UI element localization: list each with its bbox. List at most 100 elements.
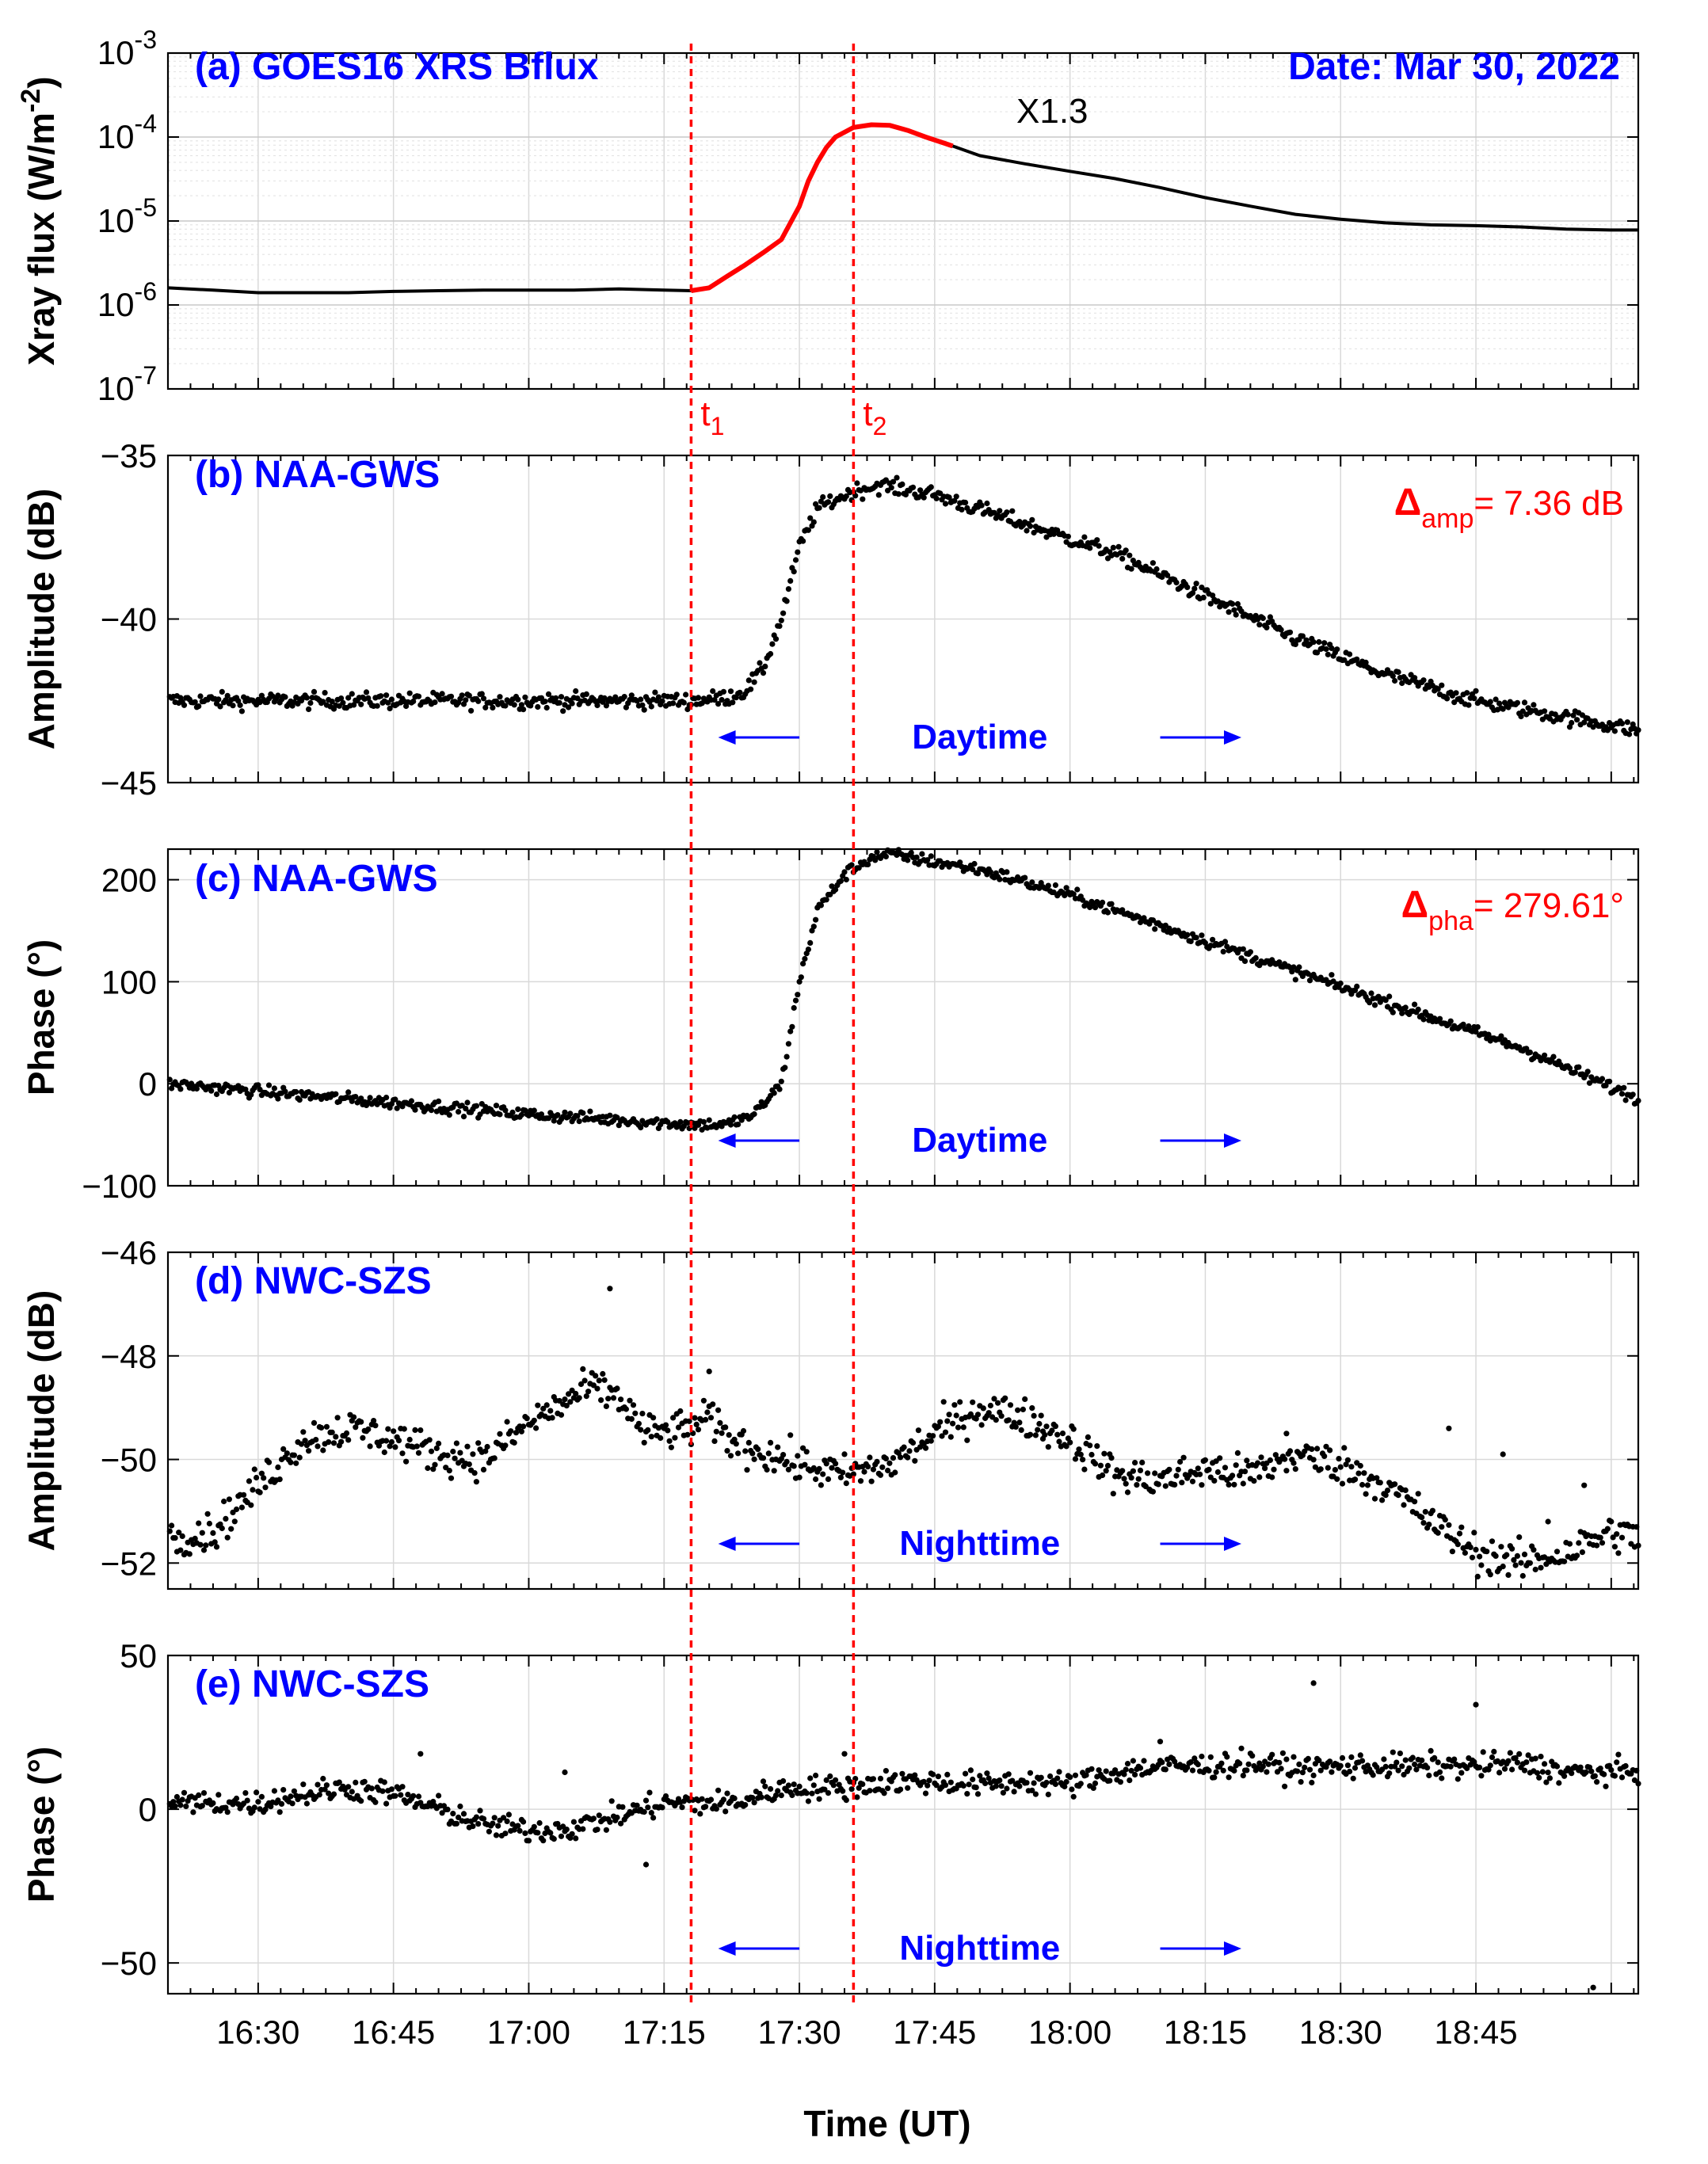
- x-ticks-d: [167, 1252, 1635, 1589]
- data-point: [1597, 1534, 1603, 1541]
- data-point: [1184, 584, 1191, 591]
- data-point: [1244, 1457, 1250, 1464]
- data-point: [960, 1782, 966, 1789]
- data-point: [244, 1797, 250, 1804]
- data-point: [1005, 1417, 1012, 1423]
- data-point: [1574, 1553, 1580, 1559]
- data-point: [1469, 1554, 1476, 1560]
- data-point: [282, 1088, 288, 1095]
- data-point: [343, 1430, 350, 1436]
- data-point: [303, 695, 310, 701]
- data-point: [406, 1436, 413, 1443]
- data-point: [998, 1783, 1005, 1789]
- data-point: [1172, 1481, 1178, 1488]
- data-point: [820, 1471, 826, 1477]
- data-point: [677, 1408, 684, 1415]
- data-point: [1070, 891, 1077, 897]
- data-point: [993, 1417, 999, 1423]
- data-point: [567, 1111, 574, 1117]
- data-point: [1241, 958, 1249, 964]
- data-point: [1283, 1756, 1290, 1762]
- data-point: [594, 1827, 600, 1833]
- data-point: [1230, 1473, 1236, 1479]
- data-point: [1504, 1552, 1510, 1558]
- data-point: [580, 1110, 586, 1116]
- data-point: [833, 1461, 839, 1467]
- data-point: [1565, 711, 1571, 718]
- data-point: [953, 1412, 959, 1419]
- data-point: [955, 1424, 962, 1431]
- data-point: [601, 1377, 608, 1383]
- data-point: [1321, 1453, 1328, 1459]
- data-point: [986, 1410, 992, 1416]
- data-point: [912, 1457, 918, 1464]
- data-point: [1527, 1050, 1533, 1056]
- data-point: [1534, 1770, 1541, 1776]
- data-point: [1240, 1480, 1246, 1487]
- data-point: [1554, 1549, 1561, 1555]
- data-point: [553, 695, 559, 701]
- y-label-exp: -2: [16, 89, 46, 112]
- data-point: [632, 1410, 639, 1416]
- data-point: [1556, 1780, 1562, 1786]
- data-point: [942, 1429, 949, 1435]
- data-point: [964, 1437, 970, 1443]
- series-line-1: [690, 122, 954, 293]
- data-point: [1347, 651, 1353, 657]
- data-point: [1339, 1754, 1346, 1761]
- data-point: [765, 1450, 772, 1457]
- data-point: [551, 1118, 557, 1124]
- delta-label-b: Δamp= 7.36 dB: [1394, 482, 1624, 534]
- data-point: [567, 1399, 574, 1405]
- data-point: [885, 1467, 891, 1474]
- data-point: [600, 1370, 606, 1377]
- data-point: [490, 1820, 496, 1827]
- data-point: [803, 1449, 810, 1455]
- data-point: [1231, 1767, 1237, 1774]
- data-point: [1512, 1754, 1519, 1761]
- data-point: [1521, 1551, 1528, 1557]
- data-point: [1386, 1770, 1393, 1777]
- data-point: [570, 1819, 578, 1825]
- x-ticks-c: [167, 849, 1635, 1186]
- data-point: [1382, 1492, 1389, 1499]
- data-point: [1316, 1757, 1322, 1764]
- data-point: [731, 1436, 738, 1442]
- data-point: [289, 1800, 295, 1807]
- data-point: [257, 1489, 263, 1495]
- data-point: [1011, 1789, 1017, 1795]
- data-point: [1521, 1767, 1528, 1773]
- x-tick-label: 18:15: [1164, 2014, 1247, 2051]
- marker-letter: t: [863, 394, 872, 433]
- data-point: [558, 694, 565, 700]
- data-point: [805, 947, 811, 953]
- delta-label-c: Δpha= 279.61°: [1401, 884, 1624, 936]
- data-point: [899, 481, 905, 488]
- data-point: [1458, 1770, 1465, 1776]
- y-ticks-a: 10-710-610-510-410-3: [97, 25, 1638, 407]
- data-point: [634, 1802, 640, 1808]
- data-point: [937, 1419, 944, 1425]
- data-point: [1348, 1464, 1355, 1470]
- data-point: [1614, 1531, 1620, 1537]
- data-point: [452, 1455, 458, 1461]
- data-point: [412, 1427, 418, 1433]
- daynight-annotation-c: Daytime: [718, 1121, 1241, 1160]
- data-point: [1189, 590, 1196, 596]
- data-point: [300, 1781, 307, 1788]
- data-point: [520, 1423, 527, 1430]
- data-point: [946, 494, 952, 501]
- data-point: [358, 1798, 364, 1804]
- data-point: [973, 1785, 979, 1791]
- data-point: [947, 1779, 954, 1785]
- data-point: [1505, 1572, 1512, 1578]
- data-point: [874, 1458, 880, 1465]
- data-point: [1436, 1015, 1443, 1022]
- data-point: [298, 1441, 305, 1447]
- data-point: [700, 1118, 707, 1125]
- data-point: [1432, 1754, 1438, 1761]
- data-point: [1189, 1767, 1196, 1773]
- data-point: [813, 1772, 819, 1779]
- data-point: [1348, 1754, 1355, 1760]
- data-point: [1130, 1758, 1136, 1764]
